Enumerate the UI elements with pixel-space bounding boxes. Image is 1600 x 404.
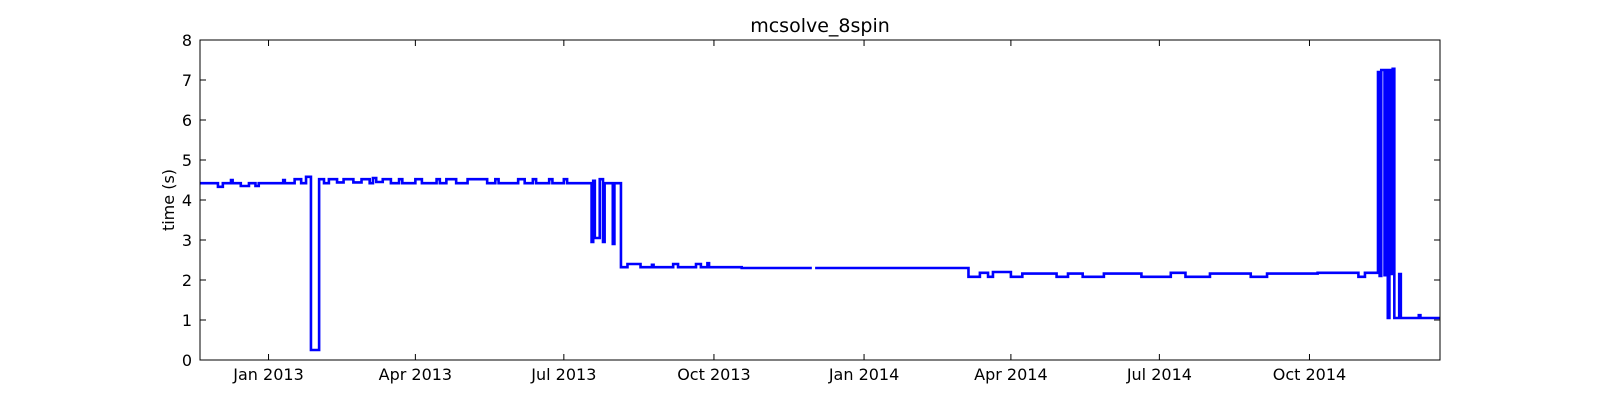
x-tick-label: Apr 2014 [974,365,1047,384]
y-tick-label: 5 [182,151,192,170]
y-tick-label: 0 [182,351,192,370]
x-tick-label: Oct 2014 [1273,365,1346,384]
x-tick-label: Jan 2014 [828,365,899,384]
y-axis: 0 1 2 3 4 5 6 7 8 [182,31,1440,370]
x-tick-label: Oct 2013 [677,365,750,384]
y-tick-label: 4 [182,191,192,210]
y-tick-label: 7 [182,71,192,90]
x-tick-label: Apr 2013 [379,365,452,384]
y-tick-label: 6 [182,111,192,130]
y-tick-label: 1 [182,311,192,330]
y-axis-label: time (s) [159,169,178,231]
series-line-0-segment-0 [200,175,812,352]
series-line-0-segment-1 [815,67,1440,320]
x-tick-label: Jul 2014 [1126,365,1192,384]
chart-title: mcsolve_8spin [750,15,890,37]
y-tick-label: 2 [182,271,192,290]
x-tick-label: Jul 2013 [530,365,596,384]
x-tick-label: Jan 2013 [232,365,303,384]
x-axis: Jan 2013 Apr 2013 Jul 2013 Oct 2013 Jan 2014… [232,40,1346,384]
series-layer [200,67,1440,352]
y-tick-label: 3 [182,231,192,250]
y-tick-label: 8 [182,31,192,50]
